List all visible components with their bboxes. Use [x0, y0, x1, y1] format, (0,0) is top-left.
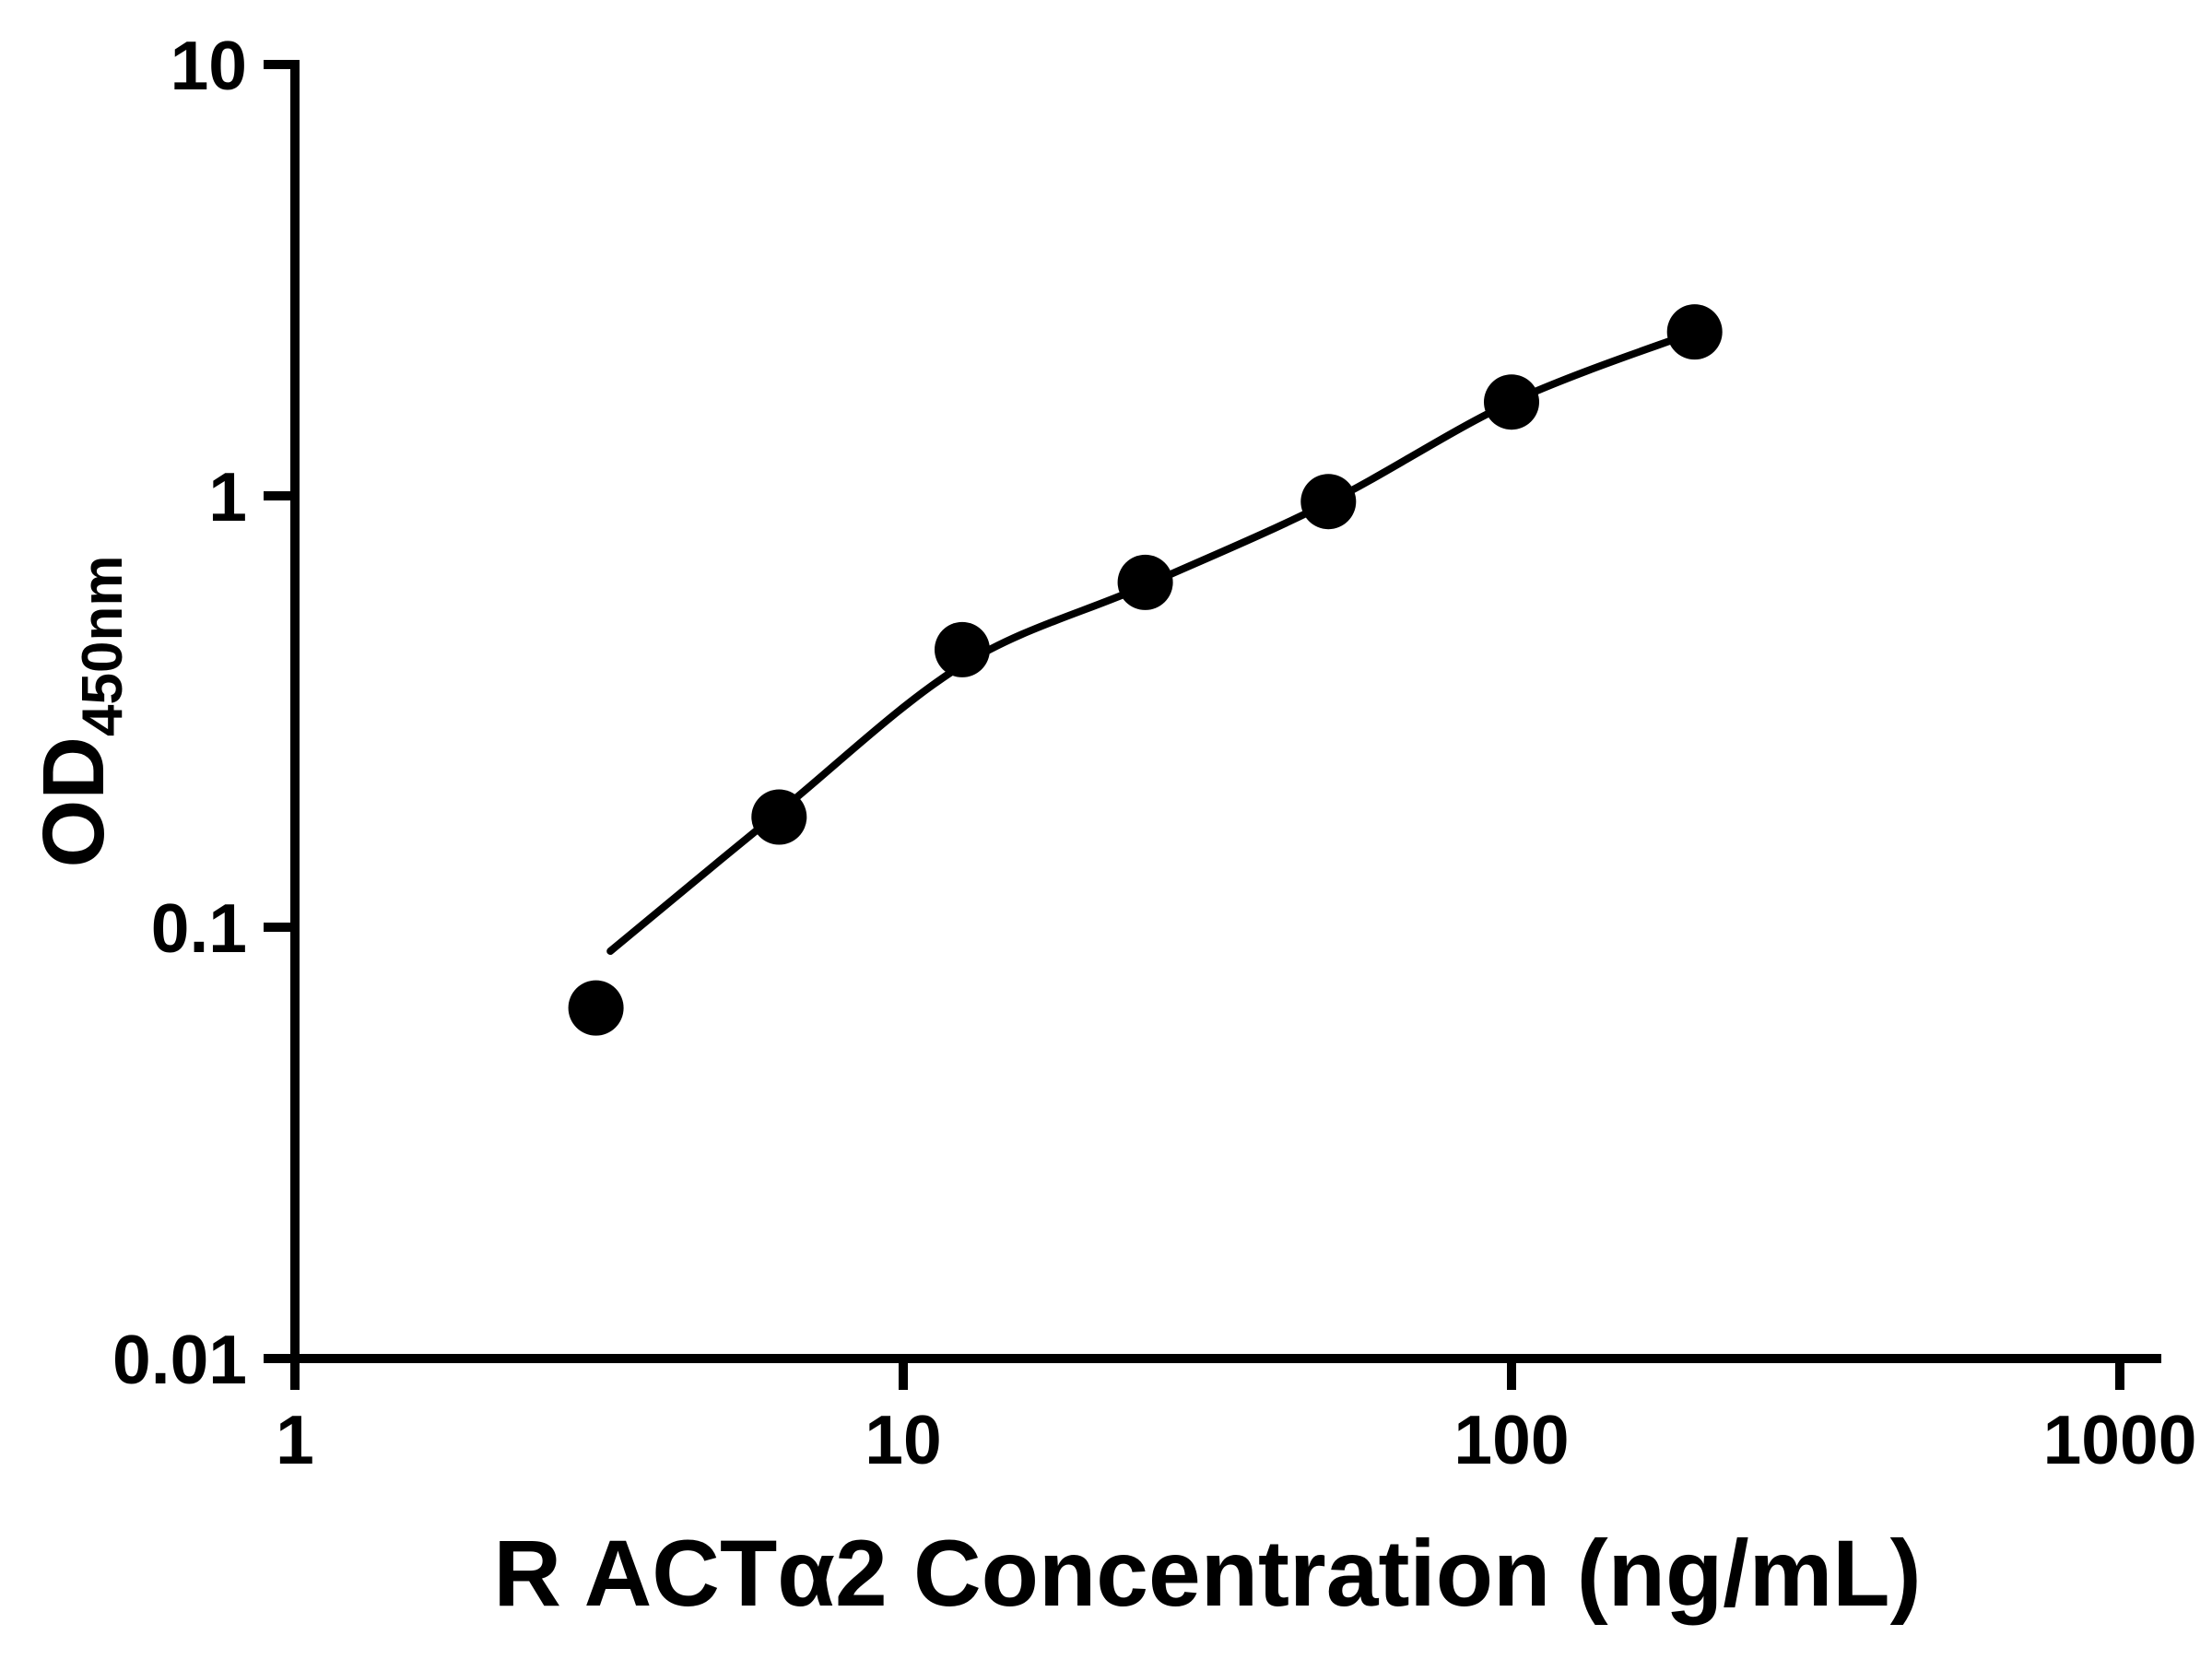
data-point: [568, 980, 624, 1036]
data-point: [1117, 554, 1173, 610]
y-tick-label: 1: [208, 458, 247, 535]
y-tick-label: 0.1: [151, 889, 247, 967]
x-tick-label: 100: [1453, 1401, 1569, 1478]
y-axis-title: OD450nm: [25, 556, 135, 868]
y-tick-label: 10: [171, 27, 247, 104]
data-point: [1300, 474, 1357, 530]
data-point: [1666, 304, 1723, 360]
y-tick-label: 0.01: [112, 1321, 247, 1398]
fit-curve: [606, 328, 1699, 955]
data-point: [751, 789, 807, 845]
y-axis-title-sub: 450nm: [71, 556, 135, 736]
data-point: [935, 621, 990, 677]
x-axis-title: R ACTα2 Concentration (ng/mL): [493, 1521, 1921, 1626]
x-tick-label: 1: [276, 1401, 314, 1478]
x-tick-label: 1000: [2043, 1401, 2197, 1478]
data-point: [1484, 374, 1539, 430]
x-tick-label: 10: [865, 1401, 941, 1478]
y-axis-title-main: OD: [25, 736, 123, 868]
